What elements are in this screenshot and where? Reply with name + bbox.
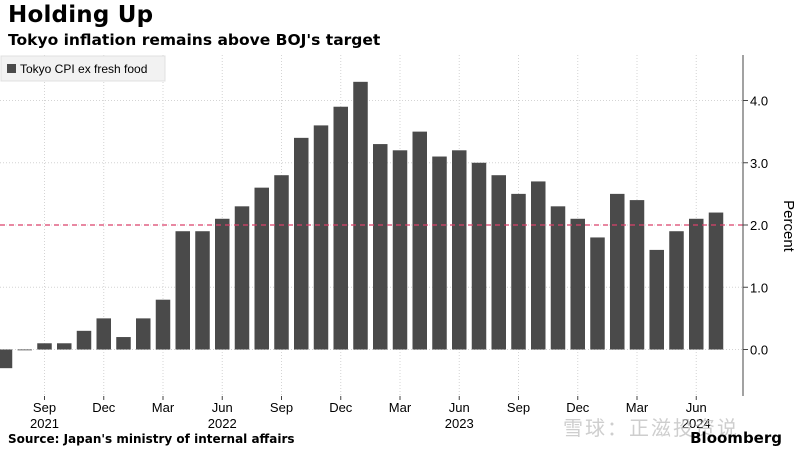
legend-label: Tokyo CPI ex fresh food <box>20 62 147 76</box>
chart-title: Holding Up <box>8 2 154 28</box>
bar-2021-07 <box>0 349 13 369</box>
bar-2022-09 <box>274 175 289 350</box>
x-tick-label: Sep <box>507 400 530 415</box>
x-tick-label: Jun <box>212 400 233 415</box>
x-tick-label: Mar <box>152 400 175 415</box>
bar-2022-11 <box>313 125 329 350</box>
bloomberg-logo: Bloomberg <box>690 429 782 447</box>
source-note: Source: Japan's ministry of internal aff… <box>8 432 295 446</box>
legend-swatch <box>7 64 16 73</box>
x-year-label: 2022 <box>208 416 237 431</box>
bar-2023-02 <box>373 144 388 350</box>
bar-2023-09 <box>511 193 526 350</box>
bar-2023-06 <box>452 150 467 350</box>
x-tick-label: Sep <box>270 400 293 415</box>
bar-2023-12 <box>570 218 585 350</box>
bar-2024-02 <box>610 193 625 350</box>
x-year-label: 2023 <box>445 416 474 431</box>
legend-box <box>0 55 166 82</box>
bar-2022-02 <box>136 318 151 350</box>
bar-2022-12 <box>333 106 348 350</box>
bar-2023-11 <box>550 206 566 350</box>
y-tick-label: 0.0 <box>750 343 768 358</box>
bar-2021-10 <box>57 343 72 350</box>
x-tick-label: Jun <box>449 400 470 415</box>
x-tick-label: Mar <box>626 400 649 415</box>
x-tick-label: Dec <box>329 400 353 415</box>
bar-2023-04 <box>412 131 427 350</box>
bar-2022-03 <box>155 299 171 350</box>
bar-2021-09 <box>37 343 52 350</box>
bar-2022-10 <box>294 137 309 350</box>
y-tick-label: 1.0 <box>750 280 768 295</box>
bar-2024-07 <box>708 212 724 350</box>
chart-subtitle: Tokyo inflation remains above BOJ's targ… <box>8 31 381 49</box>
bar-2022-07 <box>234 206 250 350</box>
bar-2024-03 <box>629 200 645 350</box>
bar-2021-12 <box>96 318 111 350</box>
bar-2022-06 <box>215 218 230 350</box>
x-tick-label: Sep <box>33 400 56 415</box>
bar-2023-01 <box>353 81 368 350</box>
bar-2022-04 <box>175 231 190 350</box>
bar-2022-05 <box>195 231 210 350</box>
bar-2021-08 <box>17 349 32 351</box>
y-tick-label: 4.0 <box>750 94 768 109</box>
y-axis-title: Percent <box>780 200 797 253</box>
x-tick-label: Dec <box>92 400 116 415</box>
bar-2024-05 <box>669 231 684 350</box>
bar-2023-03 <box>392 150 408 350</box>
y-tick-label: 2.0 <box>750 218 768 233</box>
x-tick-label: Mar <box>389 400 412 415</box>
bar-2024-04 <box>649 249 664 350</box>
y-tick-label: 3.0 <box>750 156 768 171</box>
x-tick-label: Dec <box>566 400 590 415</box>
bar-2023-07 <box>471 162 487 350</box>
bar-2023-05 <box>432 156 447 350</box>
x-year-label: 2021 <box>30 416 59 431</box>
x-year-label: 2024 <box>682 416 711 431</box>
bar-2022-08 <box>254 187 269 350</box>
x-tick-label: Jun <box>686 400 707 415</box>
bar-2023-10 <box>531 181 546 350</box>
bar-2024-01 <box>590 237 605 350</box>
bar-2021-11 <box>76 330 92 350</box>
watermark-text: 雪球：正滋投资说 <box>563 416 739 440</box>
bar-2022-01 <box>116 337 131 350</box>
bar-2023-08 <box>491 175 506 350</box>
bar-2024-06 <box>689 218 704 350</box>
